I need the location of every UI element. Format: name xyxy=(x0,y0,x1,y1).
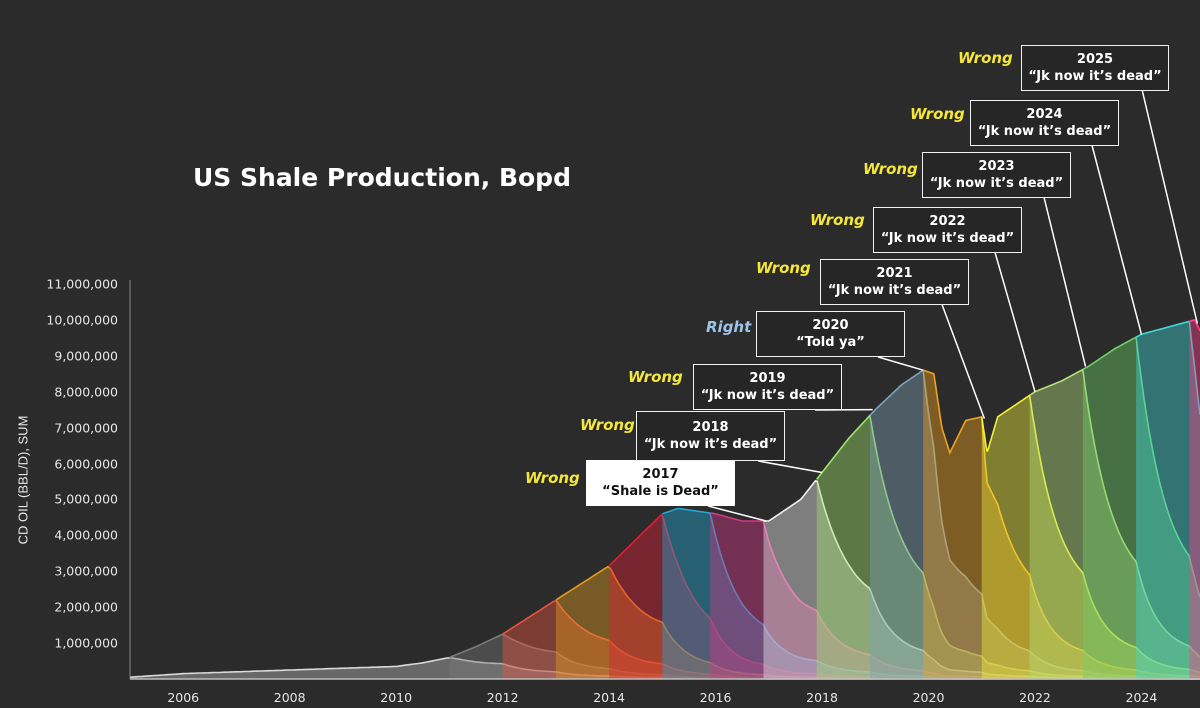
area-2018-vintage xyxy=(763,480,1200,679)
y-tick-label: 9,000,000 xyxy=(54,348,118,364)
annotation-leader-2020 xyxy=(877,356,924,371)
verdict-label-2021: Wrong xyxy=(756,259,811,277)
x-tick-label: 2024 xyxy=(1125,690,1158,705)
annotation-year: 2021 xyxy=(876,266,913,281)
x-tick-label: 2008 xyxy=(273,690,306,705)
area-pre-2012 xyxy=(130,657,1200,679)
area-2017-vintage xyxy=(710,513,1200,679)
annotation-year: 2019 xyxy=(749,371,786,386)
y-tick-label: 11,000,000 xyxy=(46,276,118,292)
annotation-year: 2022 xyxy=(929,214,966,229)
y-tick-label: 6,000,000 xyxy=(54,456,118,472)
area-2021-vintage xyxy=(981,395,1200,679)
series-line-2020-2021-vintage xyxy=(922,369,1200,678)
annotation-box-2017: 2017 “Shale is Dead” xyxy=(586,460,735,506)
annotation-year: 2018 xyxy=(692,420,729,435)
verdict-label-2018: Wrong xyxy=(580,416,635,434)
area-2024-vintage xyxy=(1136,321,1200,679)
area-2023-vintage xyxy=(1082,337,1200,679)
annotation-quote: “Jk now it’s dead” xyxy=(977,124,1112,139)
annotation-quote: “Jk now it’s dead” xyxy=(929,176,1064,191)
annotation-leader-2023 xyxy=(1043,197,1087,367)
y-tick-label: 7,000,000 xyxy=(54,420,118,436)
annotation-year: 2017 xyxy=(642,467,679,482)
annotation-box-2021: 2021 “Jk now it’s dead” xyxy=(820,259,969,305)
verdict-label-2025: Wrong xyxy=(958,49,1013,67)
y-tick-label: 8,000,000 xyxy=(54,384,118,400)
series-line-2019-vintage xyxy=(816,413,1200,680)
annotation-quote: “Jk now it’s dead” xyxy=(1028,69,1162,84)
annotation-year: 2025 xyxy=(1076,52,1114,67)
verdict-label-2020: Right xyxy=(706,318,752,336)
verdict-label-2017: Wrong xyxy=(525,469,580,487)
y-tick-label: 1,000,000 xyxy=(54,635,118,651)
annotation-year: 2024 xyxy=(1026,107,1063,122)
y-tick-label: 4,000,000 xyxy=(54,527,118,543)
area-2014-vintage xyxy=(555,566,1200,679)
x-tick-label: 2014 xyxy=(593,690,625,705)
annotation-box-2024: 2024 “Jk now it’s dead” xyxy=(970,100,1119,146)
y-axis-label-wrap: CD OIL (BBL/D), SUM xyxy=(13,416,33,545)
annotation-quote: “Jk now it’s dead” xyxy=(880,231,1015,246)
x-tick-label: 2012 xyxy=(486,690,519,705)
annotation-leader-2025 xyxy=(1141,90,1199,324)
verdict-label-2024: Wrong xyxy=(910,105,965,123)
area-2013-vintage xyxy=(502,600,1200,679)
x-tick-label: 2018 xyxy=(806,690,838,705)
y-tick-label: 10,000,000 xyxy=(46,312,118,328)
annotation-year: 2020 xyxy=(812,318,849,333)
annotation-leader-2024 xyxy=(1091,145,1143,335)
chart-title: US Shale Production, Bopd xyxy=(193,163,571,192)
annotation-leader-2018 xyxy=(758,460,823,474)
y-tick-label: 3,000,000 xyxy=(54,563,118,579)
series-line-2023-vintage xyxy=(1082,335,1200,598)
annotation-quote: “Jk now it’s dead” xyxy=(643,437,778,452)
annotation-quote: “Told ya” xyxy=(796,335,865,350)
verdict-label-2023: Wrong xyxy=(863,160,918,178)
annotation-leader-2021 xyxy=(941,304,986,419)
x-tick-label: 2016 xyxy=(699,690,732,705)
area-2012-vintage xyxy=(449,634,1200,679)
series-line-2021-vintage xyxy=(980,394,1200,674)
area-2019-vintage xyxy=(816,415,1200,679)
annotation-quote: “Jk now it’s dead” xyxy=(827,283,962,298)
annotation-leader-2017 xyxy=(707,505,767,522)
x-tick-label: 2010 xyxy=(380,690,413,705)
y-tick-label: 2,000,000 xyxy=(54,599,118,615)
area-2025-vintage xyxy=(1189,319,1200,679)
y-axis-label: CD OIL (BBL/D), SUM xyxy=(15,415,31,545)
area-2020-2021-vintage xyxy=(923,370,1200,679)
annotation-box-2020: 2020 “Told ya” xyxy=(756,311,905,357)
series-line-2024-vintage xyxy=(1135,320,1200,415)
verdict-label-2022: Wrong xyxy=(810,211,865,229)
series-line-2020-vintage xyxy=(869,370,1200,679)
annotation-box-2022: 2022 “Jk now it’s dead” xyxy=(873,207,1022,253)
verdict-label-2019: Wrong xyxy=(628,368,683,386)
annotation-leader-2022 xyxy=(994,252,1036,392)
annotation-box-2019: 2019 “Jk now it’s dead” xyxy=(693,364,842,410)
y-tick-label: 5,000,000 xyxy=(54,491,118,507)
annotation-box-2018: 2018 “Jk now it’s dead” xyxy=(636,411,785,461)
annotation-box-2025: 2025 “Jk now it’s dead” xyxy=(1021,45,1169,91)
annotation-year: 2023 xyxy=(978,159,1015,174)
annotation-box-2023: 2023 “Jk now it’s dead” xyxy=(922,152,1071,198)
annotation-quote: “Shale is Dead” xyxy=(602,484,719,499)
area-2016-vintage xyxy=(662,508,1200,679)
x-tick-label: 2020 xyxy=(912,690,945,705)
series-line-2022-vintage xyxy=(1029,368,1200,658)
series-line-2025-vintage xyxy=(1188,319,1200,332)
area-2015-vintage xyxy=(609,514,1200,679)
annotation-quote: “Jk now it’s dead” xyxy=(700,388,835,403)
area-2020-vintage xyxy=(869,370,1200,679)
x-tick-label: 2006 xyxy=(167,690,200,705)
x-tick-label: 2022 xyxy=(1019,690,1051,705)
